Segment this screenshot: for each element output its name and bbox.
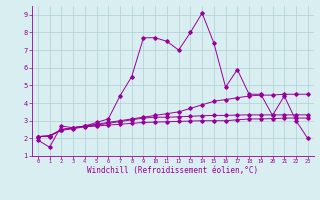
X-axis label: Windchill (Refroidissement éolien,°C): Windchill (Refroidissement éolien,°C)	[87, 166, 258, 175]
